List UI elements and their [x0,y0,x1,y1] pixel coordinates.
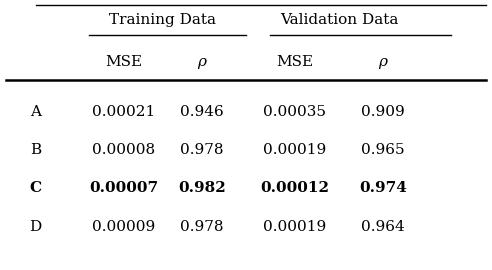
Text: A: A [30,105,41,119]
Text: 0.00009: 0.00009 [92,220,155,234]
Text: MSE: MSE [277,55,313,69]
Text: ρ: ρ [378,55,388,69]
Text: D: D [30,220,42,234]
Text: 0.982: 0.982 [178,181,226,195]
Text: 0.965: 0.965 [361,143,405,157]
Text: MSE: MSE [105,55,142,69]
Text: 0.00007: 0.00007 [89,181,158,195]
Text: 0.00019: 0.00019 [263,220,327,234]
Text: B: B [30,143,41,157]
Text: ρ: ρ [197,55,207,69]
Text: C: C [30,181,42,195]
Text: Validation Data: Validation Data [280,13,398,27]
Text: 0.946: 0.946 [180,105,224,119]
Text: Training Data: Training Data [109,13,216,27]
Text: 0.00035: 0.00035 [263,105,326,119]
Text: 0.00008: 0.00008 [92,143,155,157]
Text: 0.978: 0.978 [180,143,224,157]
Text: 0.00012: 0.00012 [260,181,330,195]
Text: 0.978: 0.978 [180,220,224,234]
Text: 0.964: 0.964 [361,220,405,234]
Text: 0.909: 0.909 [361,105,405,119]
Text: 0.974: 0.974 [359,181,407,195]
Text: 0.00019: 0.00019 [263,143,327,157]
Text: 0.00021: 0.00021 [92,105,155,119]
